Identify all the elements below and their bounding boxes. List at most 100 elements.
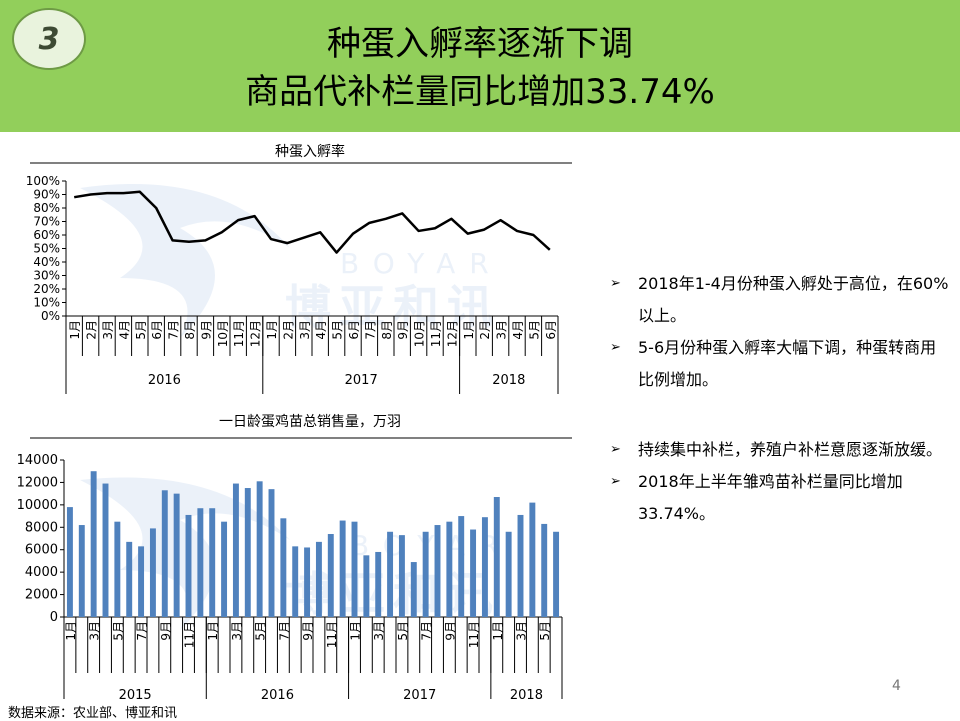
x-tick-label: 11月 (429, 320, 443, 347)
y-tick-label: 20% (33, 282, 60, 296)
bar (280, 518, 286, 617)
bar (553, 532, 559, 617)
year-label: 2017 (345, 373, 378, 388)
bar (363, 555, 369, 617)
bar (399, 535, 405, 617)
x-tick-label: 11月 (467, 621, 481, 648)
x-tick-label: 1月 (349, 621, 363, 641)
hatch-rate-chart-svg: 种蛋入孵率0%10%20%30%40%50%60%70%80%90%100%1月… (0, 136, 600, 398)
series-line (74, 192, 550, 253)
x-tick-label: 6月 (150, 320, 164, 340)
x-tick-label: 5月 (538, 621, 552, 641)
bullet-list-restock: ➢ 持续集中补栏，养殖户补栏意愿逐渐放缓。 ➢ 2018年上半年雏鸡苗补栏量同比… (610, 434, 950, 530)
x-tick-label: 1月 (68, 320, 82, 340)
data-source-note: 数据来源：农业部、博亚和讯 (8, 702, 177, 721)
bullet-item: ➢ 5-6月份种蛋入孵率大幅下调，种蛋转商用比例增加。 (610, 332, 950, 396)
year-label: 2018 (510, 688, 543, 700)
x-tick-label: 1月 (462, 320, 476, 340)
x-tick-label: 7月 (167, 320, 181, 340)
y-tick-label: 4000 (25, 565, 58, 580)
bullet-item: ➢ 2018年上半年雏鸡苗补栏量同比增加33.74%。 (610, 466, 950, 530)
slide-header: 3 种蛋入孵率逐渐下调 商品代补栏量同比增加33.74% (0, 0, 960, 132)
bar (352, 522, 358, 617)
x-tick-label: 8月 (183, 320, 197, 340)
x-tick-label: 9月 (443, 621, 457, 641)
bar (458, 516, 464, 617)
bar (79, 525, 85, 617)
year-label: 2016 (148, 373, 181, 388)
bar (435, 525, 441, 617)
bar (233, 484, 239, 617)
year-label: 2017 (403, 688, 436, 700)
x-tick-label: 9月 (301, 621, 315, 641)
x-tick-label: 1月 (64, 621, 78, 641)
slide-number-badge: 3 (12, 8, 86, 70)
x-tick-label: 11月 (325, 621, 339, 648)
bar (162, 490, 168, 617)
x-tick-label: 10月 (413, 320, 427, 347)
slide-title-line2: 商品代补栏量同比增加33.74% (120, 72, 840, 112)
bullet-text: 2018年1-4月份种蛋入孵处于高位，在60%以上。 (638, 274, 948, 325)
y-tick-label: 60% (33, 228, 60, 242)
bullet-text: 2018年上半年雏鸡苗补栏量同比增加33.74%。 (638, 472, 903, 523)
x-tick-label: 11月 (183, 621, 197, 648)
x-tick-label: 2月 (281, 320, 295, 340)
x-tick-label: 6月 (544, 320, 558, 340)
bar (340, 521, 346, 617)
bar (541, 524, 547, 617)
x-tick-label: 12月 (445, 320, 459, 347)
bar (150, 528, 156, 617)
x-tick-label: 10月 (216, 320, 230, 347)
y-tick-label: 12000 (17, 475, 58, 490)
x-tick-label: 1月 (491, 621, 505, 641)
bar (446, 522, 452, 617)
bar (209, 508, 215, 617)
page-number: 4 (892, 678, 901, 694)
x-tick-label: 5月 (254, 621, 268, 641)
y-tick-label: 80% (33, 201, 60, 215)
x-tick-label: 3月 (515, 621, 529, 641)
bar (328, 534, 334, 617)
x-tick-label: 1月 (206, 621, 220, 641)
y-tick-label: 10% (33, 296, 60, 310)
x-tick-label: 5月 (331, 320, 345, 340)
bar (304, 547, 310, 617)
chart-title: 种蛋入孵率 (275, 143, 345, 160)
bar (138, 546, 144, 617)
year-label: 2015 (119, 688, 152, 700)
arrow-bullet-icon: ➢ (610, 268, 621, 300)
bar (470, 530, 476, 617)
slide-title-line1: 种蛋入孵率逐渐下调 (120, 24, 840, 64)
year-label: 2016 (261, 688, 294, 700)
x-tick-label: 8月 (380, 320, 394, 340)
bullet-list-hatch: ➢ 2018年1-4月份种蛋入孵处于高位，在60%以上。 ➢ 5-6月份种蛋入孵… (610, 268, 950, 396)
x-tick-label: 7月 (277, 621, 291, 641)
bar (126, 542, 132, 617)
bar (174, 494, 180, 617)
x-tick-label: 6月 (347, 320, 361, 340)
arrow-bullet-icon: ➢ (610, 466, 621, 498)
bar (375, 552, 381, 617)
bar (423, 532, 429, 617)
y-tick-label: 6000 (25, 543, 58, 558)
y-tick-label: 10000 (17, 498, 58, 513)
chick-sales-chart-svg: 一日龄蛋鸡苗总销售量，万羽020004000600080001000012000… (0, 408, 600, 700)
bar (221, 522, 227, 617)
y-tick-label: 8000 (25, 520, 58, 535)
bar (91, 471, 97, 617)
bar (197, 508, 203, 617)
bar (506, 532, 512, 617)
bar (245, 488, 251, 617)
x-tick-label: 3月 (298, 320, 312, 340)
bar (411, 562, 417, 617)
bullet-item: ➢ 持续集中补栏，养殖户补栏意愿逐渐放缓。 (610, 434, 950, 466)
y-tick-label: 14000 (17, 453, 58, 468)
x-tick-label: 11月 (232, 320, 246, 347)
bullet-text: 5-6月份种蛋入孵率大幅下调，种蛋转商用比例增加。 (638, 338, 936, 389)
x-tick-label: 9月 (396, 320, 410, 340)
x-tick-label: 4月 (511, 320, 525, 340)
x-tick-label: 4月 (117, 320, 131, 340)
x-tick-label: 2月 (478, 320, 492, 340)
